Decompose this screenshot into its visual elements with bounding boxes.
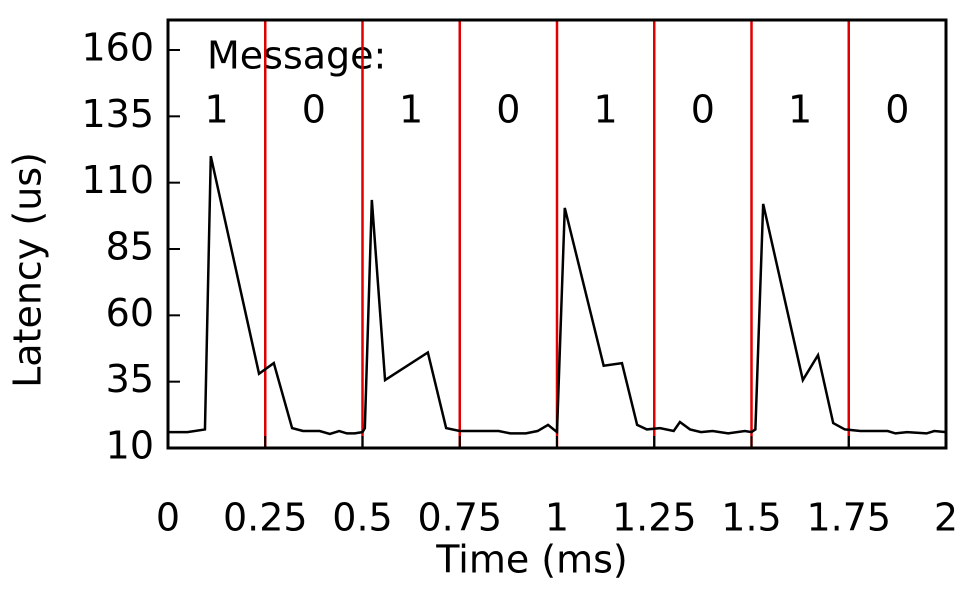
bit-label: 1 <box>594 88 618 132</box>
x-axis-label: Time (ms) <box>435 538 628 582</box>
x-tick-label: 1.75 <box>806 496 891 540</box>
latency-line <box>168 155 947 436</box>
y-tick-label: 110 <box>81 158 154 202</box>
y-tick-label: 60 <box>106 291 154 335</box>
bit-label: 1 <box>399 88 423 132</box>
bit-label: 0 <box>691 88 715 132</box>
x-tick-label: 1.5 <box>721 496 781 540</box>
bit-label: 1 <box>205 88 229 132</box>
bit-label: 1 <box>788 88 812 132</box>
y-tick-label: 35 <box>106 357 154 401</box>
y-axis-label: Latency (us) <box>6 152 50 388</box>
y-tick-label: 85 <box>106 225 154 269</box>
x-tick-label: 0.5 <box>332 496 392 540</box>
plot-frame <box>166 18 948 450</box>
bit-label: 0 <box>885 88 909 132</box>
x-tick-label: 0 <box>156 496 180 540</box>
x-tick-label: 0.25 <box>223 496 308 540</box>
bit-label: 0 <box>496 88 520 132</box>
x-tick-label: 0.75 <box>417 496 502 540</box>
bit-label: 0 <box>302 88 326 132</box>
x-tick-label: 1.25 <box>612 496 697 540</box>
annotation: Message: <box>207 34 386 78</box>
x-tick-label: 2 <box>934 496 958 540</box>
y-tick-label: 160 <box>81 26 154 70</box>
x-tick-label: 1 <box>545 496 569 540</box>
y-tick-label: 10 <box>106 424 154 468</box>
y-tick-label: 135 <box>81 92 154 136</box>
